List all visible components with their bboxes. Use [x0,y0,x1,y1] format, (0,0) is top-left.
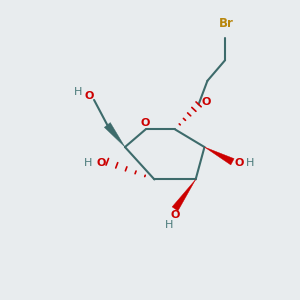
Text: H: H [165,220,173,230]
Text: Br: Br [219,17,234,30]
Text: O: O [84,92,93,101]
Text: H: H [84,158,92,168]
Text: H: H [246,158,254,168]
Text: O: O [201,97,211,107]
Text: O: O [96,158,106,168]
Text: O: O [234,158,244,168]
Polygon shape [205,147,234,165]
Text: H: H [74,87,82,97]
Text: O: O [170,210,180,220]
Polygon shape [172,179,196,211]
Text: O: O [141,118,150,128]
Polygon shape [104,123,125,147]
